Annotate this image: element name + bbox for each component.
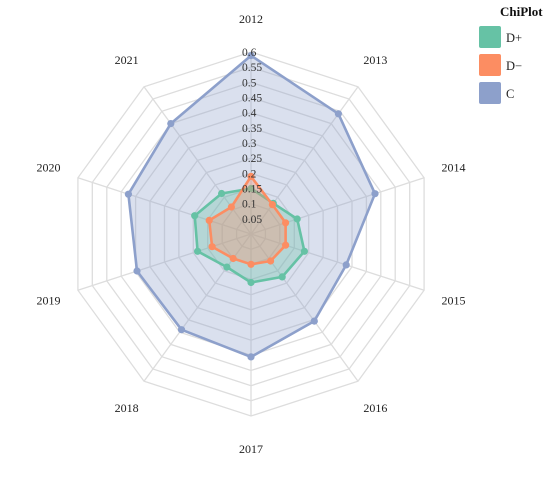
point-d-plus-2019: [194, 247, 202, 255]
spoke-2015: [250, 233, 425, 291]
point-c-2017: [247, 353, 255, 361]
point-c-2019: [133, 267, 141, 275]
point-d-plus-2021: [218, 189, 226, 198]
category-label-2014: 2014: [442, 161, 466, 175]
legend: ChiPlot D+ D− C: [479, 4, 543, 104]
point-d-plus-2017: [247, 278, 255, 287]
category-label-2020: 2020: [37, 161, 61, 175]
point-d-minus-2017: [247, 260, 255, 268]
point-c-2012: [247, 52, 255, 60]
tick-label: 0.2: [242, 168, 257, 180]
point-c-2021: [167, 120, 175, 128]
point-c-2014: [371, 190, 379, 198]
legend-swatch-c: [479, 82, 501, 104]
category-label-2015: 2015: [442, 293, 466, 307]
category-axis-labels: 2012 2013 2014 2015 2016 2017 2018 2019 2020 2021: [37, 12, 466, 456]
spoke-2014: [250, 177, 425, 235]
point-c-2018: [177, 326, 186, 334]
category-label-2012: 2012: [239, 12, 263, 26]
legend-label-d-minus: D−: [506, 59, 522, 73]
point-d-minus-2019: [208, 243, 216, 251]
legend-label-d-plus: D+: [506, 31, 522, 45]
point-d-plus-2012: [247, 184, 255, 193]
tick-label: 0.25: [242, 153, 262, 165]
category-label-2021: 2021: [115, 53, 139, 67]
category-label-2019: 2019: [37, 293, 61, 307]
legend-items: D+ D− C: [479, 26, 522, 104]
point-c-2013: [334, 110, 342, 118]
tick-label: 0.15: [242, 184, 262, 196]
tick-label: 0.6: [242, 47, 257, 59]
spoke-2019: [77, 233, 252, 291]
legend-title: ChiPlot: [500, 4, 543, 19]
point-d-minus-2018: [229, 254, 237, 263]
point-d-minus-2015: [282, 241, 290, 249]
tick-label: 0.55: [242, 62, 262, 74]
point-d-minus-2012: [247, 172, 255, 180]
point-d-plus-2016: [278, 273, 286, 281]
spoke-2020: [77, 177, 252, 235]
legend-swatch-d-plus: [479, 26, 501, 48]
category-label-2018: 2018: [115, 401, 139, 415]
tick-label: 0.1: [242, 199, 257, 211]
point-c-2016: [310, 317, 318, 325]
category-label-2016: 2016: [363, 401, 387, 415]
tick-label: 0.4: [242, 108, 257, 120]
point-c-2015: [342, 261, 350, 269]
tick-label: 0.35: [242, 123, 262, 135]
radial-tick-labels: 0.05 0.1 0.15 0.2 0.25 0.3 0.35 0.4 0.45 0.5 0.55 0…: [242, 47, 262, 226]
point-d-plus-2018: [223, 263, 231, 271]
category-label-2013: 2013: [363, 53, 387, 67]
legend-label-c: C: [506, 87, 514, 101]
tick-label: 0.05: [242, 214, 262, 226]
radar-series: [124, 52, 379, 361]
point-d-plus-2020: [191, 212, 199, 220]
point-d-minus-2013: [268, 201, 276, 209]
tick-label: 0.5: [242, 77, 257, 89]
category-label-2017: 2017: [239, 442, 263, 456]
point-d-minus-2016: [267, 257, 275, 265]
point-d-minus-2014: [282, 219, 290, 227]
point-d-plus-2015: [300, 247, 308, 255]
point-d-minus-2020: [205, 216, 213, 224]
point-d-minus-2021: [227, 203, 235, 211]
legend-swatch-d-minus: [479, 54, 501, 76]
tick-label: 0.45: [242, 93, 262, 105]
point-c-2020: [124, 190, 132, 198]
point-d-plus-2014: [293, 215, 301, 223]
tick-label: 0.3: [242, 138, 257, 150]
